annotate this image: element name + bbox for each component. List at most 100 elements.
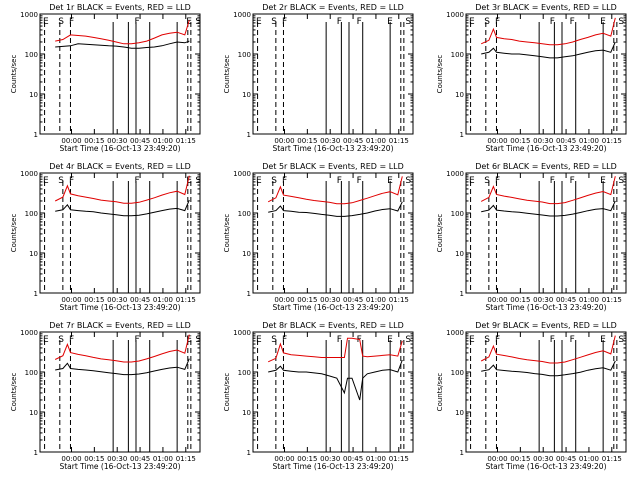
chart-panel-5: Det 5r BLACK = Events, RED = LLD 1 10 100 10… — [223, 162, 414, 312]
chart-panel-9: Det 9r BLACK = Events, RED = LLD 1 10 100 10… — [436, 321, 627, 471]
region-label: S — [271, 17, 277, 27]
region-label: F — [550, 17, 555, 27]
y-tick-label: 1000 — [446, 170, 464, 178]
chart-title: Det 6r BLACK = Events, RED = LLD — [475, 162, 617, 171]
chart-panel-4: Det 4r BLACK = Events, RED = LLD 1 10 100 10… — [10, 162, 201, 312]
x-tick-label: 00:45 — [556, 137, 576, 145]
chart-title: Det 5r BLACK = Events, RED = LLD — [262, 162, 404, 171]
chart-panel-3: Det 3r BLACK = Events, RED = LLD 1 10 100 10… — [436, 3, 627, 153]
x-tick-label: 00:45 — [343, 296, 363, 304]
y-tick-label: 100 — [25, 51, 38, 59]
x-axis-label: Start Time (16-Oct-13 23:49:20) — [272, 144, 393, 153]
region-label: S — [484, 335, 490, 345]
y-tick-label: 10 — [29, 409, 38, 417]
x-tick-label: 00:15 — [297, 455, 317, 463]
x-axis-label: Start Time (16-Oct-13 23:49:20) — [272, 462, 393, 471]
y-tick-label: 10 — [242, 409, 251, 417]
x-tick-label: 00:15 — [510, 296, 530, 304]
region-label: F — [550, 335, 555, 345]
region-label: F — [495, 17, 500, 27]
plot-frame — [252, 13, 414, 135]
events-series-line — [55, 199, 190, 217]
x-tick-label: 00:00 — [61, 296, 81, 304]
region-label: S — [58, 335, 64, 345]
x-tick-label: 00:30 — [320, 296, 340, 304]
region-label: S — [484, 17, 490, 27]
x-axis-label: Start Time (16-Oct-13 23:49:20) — [272, 303, 393, 312]
events-series-line — [268, 359, 403, 401]
x-tick-label: 01:15 — [176, 296, 196, 304]
y-tick-label: 1 — [460, 290, 464, 298]
x-tick-label: 00:45 — [130, 137, 150, 145]
x-tick-label: 01:15 — [602, 455, 622, 463]
x-tick-label: 00:15 — [510, 137, 530, 145]
region-label: F — [134, 176, 139, 186]
x-tick-label: 01:15 — [602, 137, 622, 145]
y-axis-label: Counts/sec — [223, 55, 231, 94]
x-tick-label: 00:45 — [130, 455, 150, 463]
lld-series-line — [54, 175, 190, 204]
y-tick-label: 1000 — [20, 170, 38, 178]
region-label: E — [43, 335, 49, 345]
y-tick-label: 1000 — [20, 329, 38, 337]
region-label: E — [43, 17, 49, 27]
x-tick-label: 00:15 — [84, 137, 104, 145]
region-label: E — [600, 335, 606, 345]
x-tick-label: 00:00 — [487, 137, 507, 145]
lld-series-line — [480, 176, 616, 205]
y-axis-label: Counts/sec — [10, 373, 18, 412]
x-axis-label: Start Time (16-Oct-13 23:49:20) — [59, 303, 180, 312]
region-label: S — [484, 176, 490, 186]
x-axis-label: Start Time (16-Oct-13 23:49:20) — [59, 144, 180, 153]
region-label: F — [495, 335, 500, 345]
region-label: F — [570, 176, 575, 186]
events-series-line — [55, 40, 190, 49]
y-axis-label: Counts/sec — [436, 373, 444, 412]
x-tick-label: 00:30 — [107, 137, 127, 145]
region-label: S — [58, 176, 64, 186]
x-tick-label: 01:00 — [153, 455, 173, 463]
region-label: E — [387, 335, 393, 345]
x-tick-label: 00:00 — [61, 137, 81, 145]
x-axis-label: Start Time (16-Oct-13 23:49:20) — [59, 462, 180, 471]
region-label: F — [69, 17, 74, 27]
region-label: E — [600, 176, 606, 186]
y-tick-label: 100 — [25, 210, 38, 218]
chart-panel-8: Det 8r BLACK = Events, RED = LLD 1 10 100 10… — [223, 321, 414, 471]
y-axis-label: Counts/sec — [436, 214, 444, 253]
y-tick-label: 10 — [455, 250, 464, 258]
x-tick-label: 00:30 — [320, 137, 340, 145]
region-label: F — [337, 335, 342, 345]
x-tick-label: 01:00 — [153, 137, 173, 145]
region-label: F — [69, 176, 74, 186]
x-tick-label: 00:30 — [533, 296, 553, 304]
y-tick-label: 10 — [29, 250, 38, 258]
region-label: F — [550, 176, 555, 186]
plot-frame — [39, 331, 201, 453]
x-tick-label: 01:00 — [153, 296, 173, 304]
events-series-line — [268, 201, 403, 217]
region-label: E — [600, 17, 606, 27]
y-tick-label: 1000 — [446, 11, 464, 19]
x-tick-label: 01:15 — [389, 296, 409, 304]
x-tick-label: 00:45 — [343, 455, 363, 463]
events-series-line — [481, 360, 616, 377]
region-label: E — [256, 17, 262, 27]
region-label: F — [495, 176, 500, 186]
y-tick-label: 1 — [247, 449, 251, 457]
region-label: E — [387, 17, 393, 27]
chart-panel-6: Det 6r BLACK = Events, RED = LLD 1 10 100 10… — [436, 162, 627, 312]
events-series-line — [481, 41, 616, 59]
region-label: F — [69, 335, 74, 345]
x-tick-label: 01:15 — [176, 137, 196, 145]
region-label: E — [256, 176, 262, 186]
region-label: F — [357, 176, 362, 186]
x-tick-label: 00:30 — [107, 296, 127, 304]
x-tick-label: 00:00 — [274, 296, 294, 304]
region-label: S — [271, 335, 277, 345]
region-label: S — [271, 176, 277, 186]
region-label: F — [337, 17, 342, 27]
y-tick-label: 100 — [238, 51, 251, 59]
lld-series-line — [267, 337, 403, 363]
plot-frame — [39, 172, 201, 294]
